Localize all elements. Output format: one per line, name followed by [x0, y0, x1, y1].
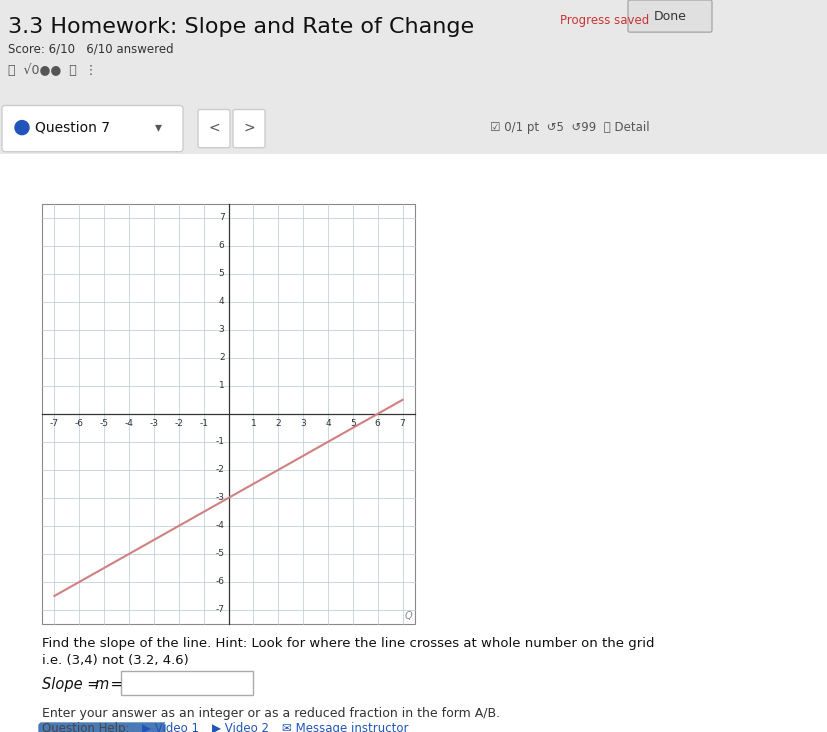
- Text: 7: 7: [219, 213, 224, 223]
- Circle shape: [15, 121, 29, 135]
- Text: Slope =: Slope =: [42, 677, 104, 692]
- Text: 3.3 Homework: Slope and Rate of Change: 3.3 Homework: Slope and Rate of Change: [8, 17, 474, 37]
- Text: ▶ Video 2: ▶ Video 2: [212, 722, 269, 732]
- Text: Score: 6/10   6/10 answered: Score: 6/10 6/10 answered: [8, 42, 174, 55]
- Text: 🖨  √0●●  📧  ⋮: 🖨 √0●● 📧 ⋮: [8, 64, 98, 78]
- Text: 2: 2: [219, 354, 224, 362]
- Text: -2: -2: [174, 419, 184, 427]
- Text: 3: 3: [300, 419, 306, 427]
- Text: -6: -6: [216, 578, 224, 586]
- Text: >: >: [243, 121, 255, 135]
- Text: -5: -5: [100, 419, 108, 427]
- Text: ▾: ▾: [155, 121, 162, 135]
- Text: 6: 6: [219, 242, 224, 250]
- Bar: [42, 203, 415, 624]
- Text: i.e. (3,4) not (3.2, 4.6): i.e. (3,4) not (3.2, 4.6): [42, 654, 189, 667]
- Text: ☑ 0/1 pt  ↺5  ↺99  ⓘ Detail: ☑ 0/1 pt ↺5 ↺99 ⓘ Detail: [490, 121, 650, 134]
- FancyBboxPatch shape: [121, 671, 253, 695]
- Text: <: <: [208, 121, 220, 135]
- Text: 4: 4: [325, 419, 331, 427]
- Text: -7: -7: [50, 419, 59, 427]
- Text: -4: -4: [125, 419, 133, 427]
- FancyBboxPatch shape: [233, 110, 265, 148]
- Text: Enter your answer as an integer or as a reduced fraction in the form A/B.: Enter your answer as an integer or as a …: [42, 707, 500, 720]
- Text: -1: -1: [199, 419, 208, 427]
- FancyBboxPatch shape: [628, 0, 712, 32]
- Text: -7: -7: [216, 605, 224, 614]
- Text: 4: 4: [219, 297, 224, 306]
- Text: =: =: [106, 677, 122, 692]
- Text: Question 7: Question 7: [35, 121, 110, 135]
- Text: -6: -6: [74, 419, 84, 427]
- Text: ▶ Video 1: ▶ Video 1: [142, 722, 199, 732]
- Text: -3: -3: [216, 493, 224, 502]
- Text: ✉ Message instructor: ✉ Message instructor: [282, 722, 409, 732]
- Text: Find the slope of the line. Hint: Look for where the line crosses at whole numbe: Find the slope of the line. Hint: Look f…: [42, 637, 654, 650]
- FancyBboxPatch shape: [198, 110, 230, 148]
- Text: 5: 5: [219, 269, 224, 278]
- Text: -2: -2: [216, 466, 224, 474]
- Text: -3: -3: [150, 419, 159, 427]
- FancyBboxPatch shape: [39, 723, 165, 732]
- Text: m: m: [94, 677, 108, 692]
- Text: Q: Q: [404, 611, 412, 621]
- Text: -4: -4: [216, 521, 224, 531]
- Text: Question Help:: Question Help:: [42, 722, 133, 732]
- Text: Progress saved: Progress saved: [560, 14, 649, 27]
- Text: 1: 1: [219, 381, 224, 390]
- FancyBboxPatch shape: [2, 105, 183, 152]
- Text: -5: -5: [216, 550, 224, 559]
- Text: 2: 2: [275, 419, 281, 427]
- Text: 7: 7: [399, 419, 405, 427]
- Text: 6: 6: [375, 419, 380, 427]
- Text: -1: -1: [216, 437, 224, 447]
- Text: 3: 3: [219, 325, 224, 335]
- Text: 1: 1: [251, 419, 256, 427]
- Text: 5: 5: [350, 419, 356, 427]
- Text: Done: Done: [653, 10, 686, 23]
